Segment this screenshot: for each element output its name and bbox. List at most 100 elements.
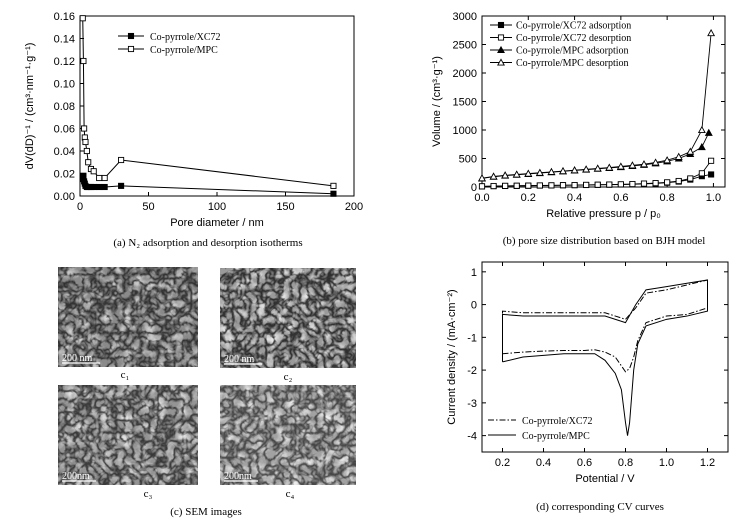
data-point [536, 182, 543, 189]
data-point [687, 175, 694, 182]
x-tick-label: 0.2 [521, 192, 536, 204]
data-point [708, 157, 715, 164]
data-point [90, 168, 97, 175]
plot-frame [481, 261, 729, 453]
x-tick-label: 0.4 [567, 192, 582, 204]
data-point [675, 177, 682, 185]
data-point [686, 147, 695, 155]
data-point [96, 183, 103, 191]
chart-a: 0 50 100 150 200 0.00 0.02 0.04 0.06 0.08 0.10 0.12… [24, 11, 363, 229]
y-tick-label: 0.06 [54, 124, 75, 136]
legend-marker [497, 58, 505, 66]
y-tick-label: 0.10 [54, 79, 75, 91]
sem-label-c4: c₄ [286, 488, 295, 500]
y-tick-label: 0.14 [54, 34, 75, 46]
sem-panel-c4: 200nm [220, 385, 356, 485]
sem-scale-c3: 200nm [62, 471, 90, 482]
y-tick-label: 0 [471, 300, 477, 312]
legend-marker [127, 45, 135, 53]
data-point [535, 168, 544, 176]
y-tick-label: 1 [471, 267, 477, 279]
x-tick-label: 1.2 [700, 457, 715, 469]
data-point [640, 160, 648, 168]
legend-marker [497, 45, 505, 54]
data-point [478, 183, 486, 190]
series-line-0 [502, 279, 708, 373]
caption-d: (d) corresponding CV curves [536, 501, 664, 513]
x-tick-label: 0.4 [536, 457, 551, 469]
data-point [698, 170, 705, 177]
sem-images: 200 nm c₁ 200 nm c₂ 200nm c₃ 200nm c₄ [58, 267, 356, 500]
data-point [606, 181, 613, 188]
x-tick-label: 0.6 [613, 192, 628, 204]
x-tick-label: 0.2 [495, 457, 510, 469]
sem-scale-c2: 200 nm [224, 354, 255, 365]
data-point [708, 171, 715, 178]
y-tick-label: 1000 [453, 125, 477, 137]
data-point [101, 183, 108, 191]
y-axis-label: dV(dD)⁻¹ / (cm³·nm⁻¹·g⁻¹) [24, 43, 36, 170]
y-tick-label: 0.16 [54, 11, 75, 23]
data-point [571, 182, 578, 189]
data-point [628, 161, 637, 169]
y-axis-label: Volume / (cm³·g⁻¹) [431, 56, 443, 147]
data-point [674, 152, 683, 160]
data-point [80, 172, 87, 179]
legend-marker [127, 32, 135, 40]
data-point [85, 159, 92, 166]
data-point [80, 57, 87, 65]
x-tick-label: 1.0 [706, 192, 721, 204]
sem-scale-c1: 200 nm [62, 353, 93, 364]
data-point [96, 174, 103, 182]
data-point [629, 180, 636, 188]
legend-label: Co-pyrrole/XC72 [522, 416, 593, 427]
y-tick-label: 0 [471, 182, 477, 194]
y-tick-label: 0.04 [54, 146, 75, 158]
y-tick-label: 2500 [453, 40, 477, 52]
data-point [512, 170, 521, 178]
y-tick-label: 500 [459, 154, 477, 166]
x-tick-label: 0.0 [474, 192, 489, 204]
x-tick-label: 0.6 [577, 457, 592, 469]
legend-label: Co-pyrrole/XC72 [150, 32, 221, 43]
data-point [330, 190, 337, 197]
y-axis-label: Current density / (mA·cm⁻²) [446, 289, 458, 424]
data-point [81, 125, 88, 132]
data-point [605, 163, 614, 171]
legend-label: Co-pyrrole/MPC adsorption [516, 46, 629, 57]
data-point [559, 182, 567, 189]
y-tick-label: 0.02 [54, 169, 75, 181]
x-tick-label: 50 [142, 201, 154, 213]
data-point [594, 181, 601, 188]
caption-b: (b) pore size distribution based on BJH … [503, 235, 706, 247]
sem-panel-c2: 200 nm [220, 268, 356, 368]
sem-scale-c4: 200nm [224, 471, 252, 482]
data-point [90, 183, 97, 191]
legend-label: Co-pyrrole/XC72 adsorption [516, 21, 631, 32]
y-tick-label: 2000 [453, 68, 477, 80]
data-point [79, 15, 86, 22]
data-point [489, 172, 498, 180]
x-axis-label: Pore diameter / nm [170, 217, 264, 229]
legend-label: Co-pyrrole/MPC desorption [516, 58, 629, 69]
data-point [478, 174, 486, 182]
sem-label-c3: c₃ [144, 488, 153, 500]
y-tick-label: -4 [467, 431, 477, 443]
y-tick-label: -2 [467, 365, 477, 377]
x-tick-label: 150 [276, 201, 294, 213]
chart-d: 0.2 0.4 0.6 0.8 1.0 1.2 1 0 -1 -2 -3 -4 Potential / … [446, 261, 729, 485]
caption-a: (a) N₂ adsorption and desorption isother… [113, 237, 302, 249]
data-point [617, 181, 624, 188]
data-point [559, 166, 567, 175]
data-point [582, 165, 591, 173]
data-point [547, 167, 556, 175]
data-point [101, 174, 108, 182]
data-point [663, 156, 672, 164]
x-tick-label: 200 [345, 201, 363, 213]
data-point [570, 166, 579, 174]
legend-marker [497, 21, 505, 29]
data-point [502, 182, 509, 189]
data-point [704, 128, 713, 136]
data-point [593, 164, 602, 172]
data-point [664, 179, 671, 186]
